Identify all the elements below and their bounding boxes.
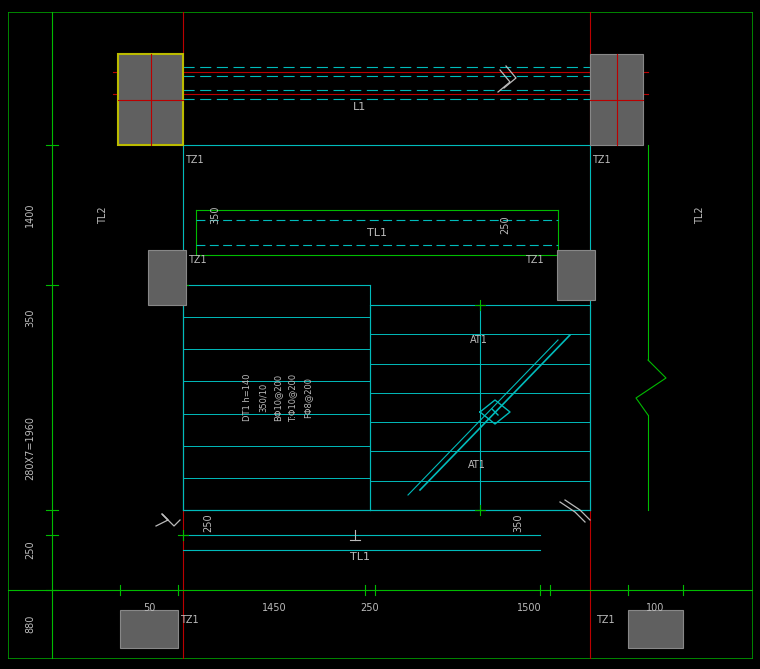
Text: 350: 350 xyxy=(513,513,523,532)
Text: TL2: TL2 xyxy=(695,206,705,224)
Text: AT1: AT1 xyxy=(468,460,486,470)
Text: 350/10: 350/10 xyxy=(258,383,268,412)
Text: TZ1: TZ1 xyxy=(180,615,198,625)
Text: TL2: TL2 xyxy=(98,206,108,224)
Text: 350: 350 xyxy=(210,206,220,224)
Text: TZ1: TZ1 xyxy=(592,155,610,165)
Text: 250: 250 xyxy=(361,603,379,613)
Text: TL1: TL1 xyxy=(350,553,370,563)
Text: TL1: TL1 xyxy=(367,227,387,237)
Text: BΦ10@200: BΦ10@200 xyxy=(274,374,283,421)
Bar xyxy=(118,54,183,145)
Text: 1450: 1450 xyxy=(261,603,287,613)
Text: TZ1: TZ1 xyxy=(185,155,204,165)
Text: 250: 250 xyxy=(203,513,213,532)
Bar xyxy=(557,250,595,300)
Text: L1: L1 xyxy=(353,102,366,112)
Text: TZ1: TZ1 xyxy=(525,255,543,265)
Text: 50: 50 xyxy=(143,603,155,613)
Text: 250: 250 xyxy=(500,215,510,234)
Bar xyxy=(148,250,186,305)
Text: 880: 880 xyxy=(25,615,35,633)
Text: T:Φ10@200: T:Φ10@200 xyxy=(289,373,297,421)
Text: 350: 350 xyxy=(25,308,35,326)
Text: 280X7=1960: 280X7=1960 xyxy=(25,415,35,480)
Bar xyxy=(628,610,683,648)
Bar xyxy=(590,54,643,145)
Text: 100: 100 xyxy=(646,603,665,613)
Text: 1500: 1500 xyxy=(517,603,541,613)
Text: DT1 h=140: DT1 h=140 xyxy=(243,374,252,421)
Text: TZ1: TZ1 xyxy=(596,615,615,625)
Text: FΦ8@200: FΦ8@200 xyxy=(303,377,312,418)
Text: 1400: 1400 xyxy=(25,203,35,227)
Text: AT1: AT1 xyxy=(470,335,488,345)
Text: 250: 250 xyxy=(25,541,35,559)
Text: TZ1: TZ1 xyxy=(188,255,207,265)
Bar xyxy=(120,610,178,648)
